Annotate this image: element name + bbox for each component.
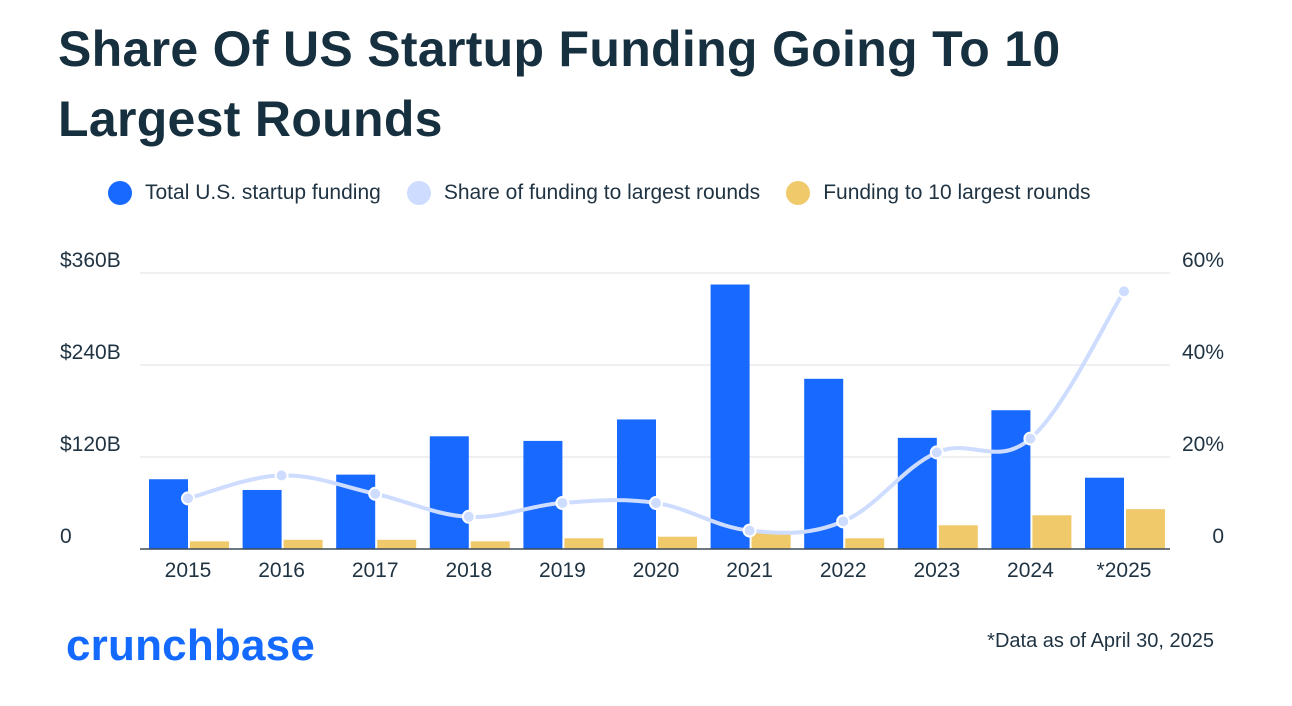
bar-total-funding <box>149 479 188 549</box>
bar-top10-funding <box>1032 515 1072 549</box>
bars <box>149 284 1165 549</box>
legend-label-top10-funding: Funding to 10 largest rounds <box>823 181 1091 204</box>
x-axis-tick-label: 2019 <box>539 559 586 582</box>
x-axis-tick-label: 2020 <box>633 559 680 582</box>
bar-top10-funding <box>845 538 885 549</box>
left-axis-tick-label: $120B <box>60 433 121 456</box>
bar-top10-funding <box>1126 509 1165 549</box>
x-axis-tick-label: *2025 <box>1097 559 1152 582</box>
legend-swatch-total-funding <box>108 181 132 205</box>
bar-total-funding <box>1085 477 1124 549</box>
bar-top10-funding <box>190 541 229 549</box>
share-point <box>836 514 851 529</box>
x-axis-tick-label: 2024 <box>1007 559 1054 582</box>
bar-total-funding <box>242 489 282 549</box>
x-axis-tick-label: 2017 <box>352 559 399 582</box>
bar-top10-funding <box>751 531 791 549</box>
x-axis-tick-label: 2016 <box>258 559 305 582</box>
bar-total-funding <box>617 419 656 549</box>
x-axis-tick-label: 2018 <box>445 559 492 582</box>
bar-top10-funding <box>470 541 510 549</box>
footnote: *Data as of April 30, 2025 <box>987 630 1214 652</box>
legend-item-total-funding: Total U.S. startup funding <box>108 181 381 205</box>
share-line <box>181 284 1131 538</box>
x-axis-tick-label: 2021 <box>726 559 773 582</box>
left-axis-tick-label: 0 <box>60 525 72 548</box>
legend-swatch-share <box>406 181 431 205</box>
bar-top10-funding <box>938 525 978 549</box>
legend-label-total-funding: Total U.S. startup funding <box>145 181 381 204</box>
share-point <box>555 496 570 510</box>
bar-total-funding <box>523 440 563 549</box>
share-point <box>1117 284 1131 299</box>
share-point <box>461 509 476 524</box>
legend-swatch-top10-funding <box>786 181 811 205</box>
share-point <box>929 445 944 460</box>
left-axis-tick-label: $360B <box>60 249 121 272</box>
x-axis-tick-label: 2015 <box>165 559 212 582</box>
share-series-line <box>186 289 1126 535</box>
axes: 0 $120B $240B $360B 0 20% 40% 60% 2015 2016 2017 20… <box>60 249 1224 582</box>
bar-top10-funding <box>283 539 323 549</box>
share-point <box>649 496 663 510</box>
share-point <box>368 486 383 501</box>
right-axis-tick-label: 40% <box>1182 341 1224 364</box>
x-axis-tick-label: 2022 <box>820 559 867 582</box>
share-point <box>274 468 289 483</box>
right-axis-tick-label: 0 <box>1212 525 1224 548</box>
legend-label-share: Share of funding to largest rounds <box>443 181 761 204</box>
bar-top10-funding <box>377 539 417 549</box>
bar-top10-funding <box>658 536 697 549</box>
chart-title: Share Of US Startup Funding Going To 10 … <box>58 21 1061 147</box>
bar-top10-funding <box>564 538 604 549</box>
chart-legend: Total U.S. startup funding Share of fund… <box>108 181 1117 205</box>
bar-total-funding <box>429 436 469 549</box>
brand-logo: crunchbase <box>66 621 315 670</box>
legend-item-top10-funding: Funding to 10 largest rounds <box>786 181 1091 205</box>
share-point <box>1023 431 1038 446</box>
right-axis-tick-label: 20% <box>1182 433 1224 456</box>
right-axis-tick-label: 60% <box>1182 249 1224 272</box>
x-axis-tick-label: 2023 <box>913 559 960 582</box>
left-axis-tick-label: $240B <box>60 341 121 364</box>
share-point <box>181 491 195 506</box>
bar-total-funding <box>991 410 1031 549</box>
legend-item-share: Share of funding to largest rounds <box>406 181 761 205</box>
bar-total-funding <box>710 284 750 549</box>
share-point <box>742 523 757 538</box>
